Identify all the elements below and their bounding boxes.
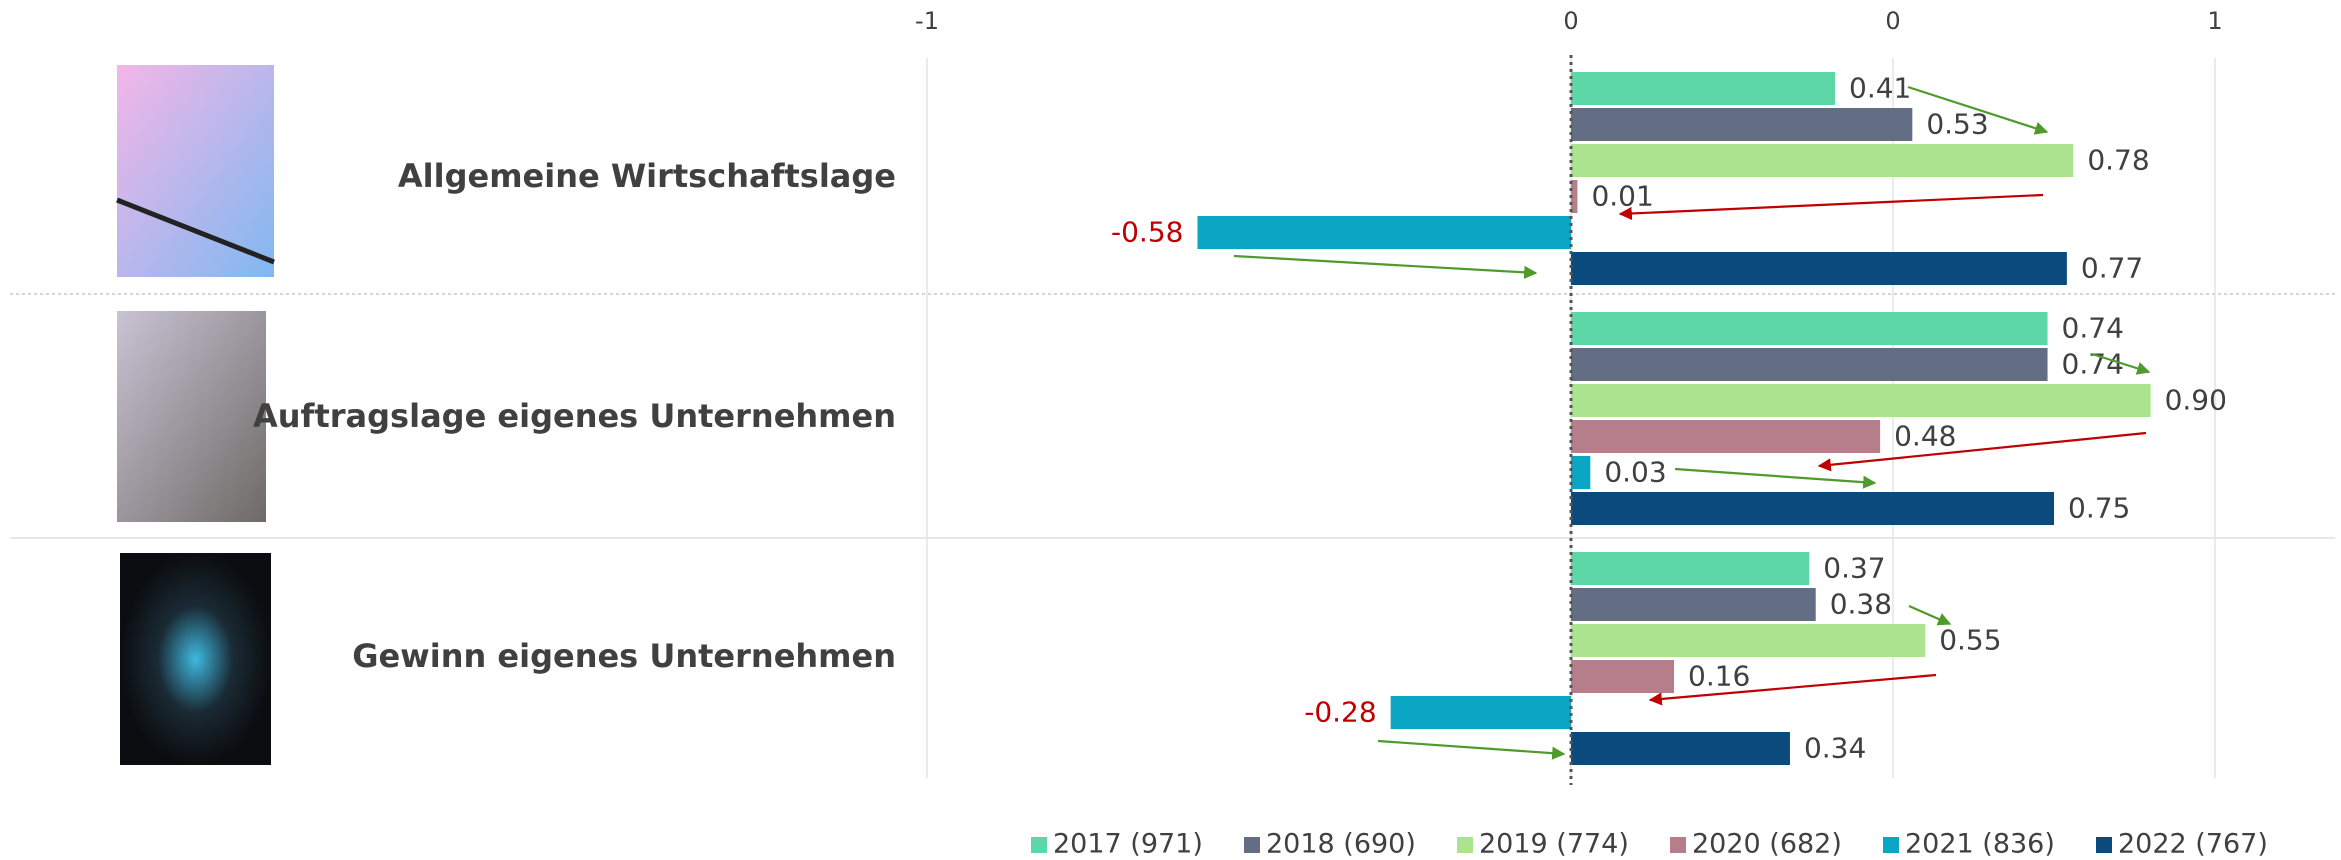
photo — [117, 65, 274, 277]
bar — [1571, 108, 1913, 141]
legend-label: 2020 (682) — [1692, 829, 1842, 860]
value-label: -0.28 — [1304, 696, 1376, 729]
legend-label: 2019 (774) — [1479, 829, 1629, 860]
value-label: 0.77 — [2081, 252, 2143, 285]
arrow — [1648, 673, 1937, 706]
arrow — [1674, 467, 1877, 489]
category-label: Auftragslage eigenes Unternehmen — [253, 397, 896, 435]
arrows — [1233, 85, 2151, 760]
legend-swatch — [1457, 837, 1473, 853]
legend-label: 2018 (690) — [1266, 829, 1416, 860]
photo — [117, 311, 266, 522]
value-label: 0.74 — [2062, 312, 2124, 345]
legend-swatch — [1670, 837, 1686, 853]
bar — [1571, 348, 2048, 381]
bar — [1571, 312, 2048, 345]
value-label: 0.03 — [1604, 456, 1666, 489]
bar — [1571, 420, 1881, 453]
bar — [1571, 456, 1591, 489]
bar — [1571, 624, 1926, 657]
legend-swatch — [1031, 837, 1047, 853]
value-label: 0.48 — [1894, 420, 1956, 453]
bar — [1197, 216, 1571, 249]
value-label: 0.78 — [2087, 144, 2149, 177]
bar — [1571, 732, 1790, 765]
value-label: 0.75 — [2068, 492, 2130, 525]
legend-label: 2022 (767) — [2118, 829, 2268, 860]
bar — [1571, 72, 1836, 105]
legend-swatch — [1883, 837, 1899, 853]
value-label: 0.55 — [1939, 624, 2001, 657]
arrow — [1618, 193, 2044, 221]
x-tick-label: 1 — [2207, 7, 2222, 35]
value-label: 0.01 — [1591, 180, 1653, 213]
photo — [120, 553, 271, 765]
value-label: 0.41 — [1849, 72, 1911, 105]
arrow — [1233, 254, 1538, 279]
bar — [1571, 492, 2054, 525]
value-label: 0.16 — [1688, 660, 1750, 693]
bar — [1571, 252, 2067, 285]
legend-swatch — [2096, 837, 2112, 853]
category-label: Allgemeine Wirtschaftslage — [398, 157, 896, 195]
arrow — [1817, 431, 2147, 472]
bar — [1390, 696, 1571, 729]
arrow — [2091, 352, 2151, 375]
bar — [1571, 588, 1816, 621]
bar — [1571, 660, 1675, 693]
x-tick-label: 0 — [1563, 7, 1578, 35]
value-label: 0.90 — [2165, 384, 2227, 417]
value-label: 0.53 — [1926, 108, 1988, 141]
bar — [1571, 180, 1578, 213]
bar — [1571, 144, 2074, 177]
value-label: -0.58 — [1111, 216, 1183, 249]
legend-label: 2021 (836) — [1905, 829, 2055, 860]
arrow — [1377, 739, 1566, 760]
value-label: 0.38 — [1830, 588, 1892, 621]
x-tick-label: -1 — [915, 7, 939, 35]
bar — [1571, 552, 1810, 585]
x-tick-label: 0 — [1885, 7, 1900, 35]
value-label: 0.34 — [1804, 732, 1866, 765]
bar — [1571, 384, 2151, 417]
legend-label: 2017 (971) — [1053, 829, 1203, 860]
legend-swatch — [1244, 837, 1260, 853]
value-label: 0.37 — [1823, 552, 1885, 585]
category-label: Gewinn eigenes Unternehmen — [352, 637, 896, 675]
arrow — [1907, 85, 2049, 135]
arrow — [1908, 604, 1952, 626]
photo-detail — [116, 197, 275, 265]
value-label: 0.74 — [2062, 348, 2124, 381]
